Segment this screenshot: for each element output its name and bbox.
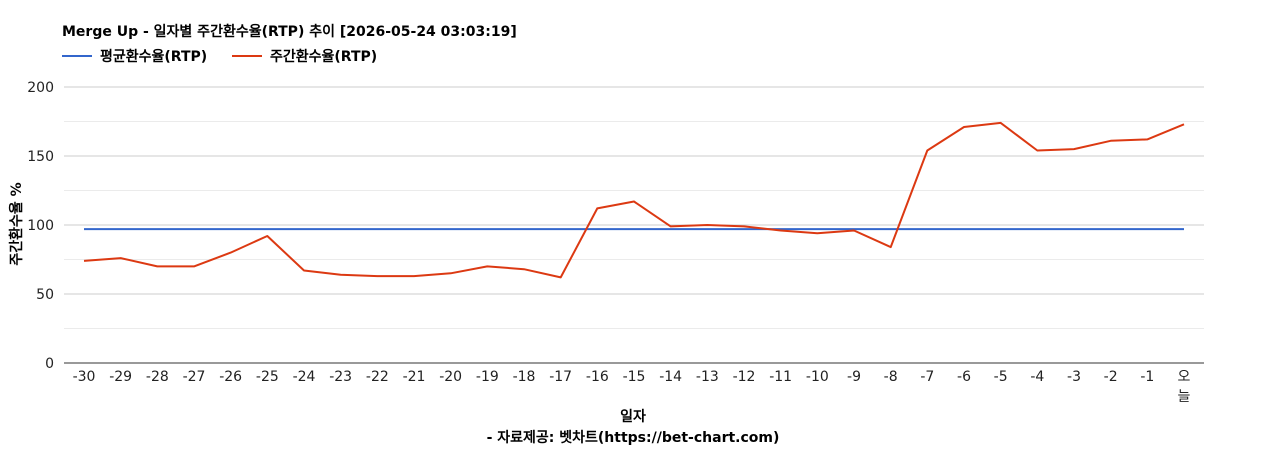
y-tick-label: 150 — [27, 149, 54, 165]
x-tick-label: -28 — [146, 369, 169, 385]
chart-title: Merge Up - 일자별 주간환수율(RTP) 추이 [2026-05-24… — [62, 23, 517, 40]
x-tick-label: -6 — [957, 369, 971, 385]
x-tick-label: -18 — [513, 369, 536, 385]
x-tick-label: -14 — [659, 369, 682, 385]
x-axis-title: 일자 — [620, 409, 646, 425]
x-tick-label: -12 — [733, 369, 756, 385]
x-tick-label: -19 — [476, 369, 499, 385]
y-tick-label: 50 — [36, 287, 54, 303]
y-axis-title: 주간환수율 % — [8, 182, 25, 265]
gridlines — [64, 86, 1204, 329]
x-tick-label: -2 — [1104, 369, 1118, 385]
x-tick-label: -3 — [1067, 369, 1081, 385]
x-tick-label: -29 — [109, 369, 132, 385]
x-tick-label: -25 — [256, 369, 279, 385]
x-tick-label: -10 — [806, 369, 829, 385]
x-tick-label: -21 — [403, 369, 426, 385]
y-tick-label: 0 — [45, 356, 54, 372]
legend: 평균환수율(RTP) 주간환수율(RTP) — [62, 48, 377, 65]
legend-label: 주간환수율(RTP) — [270, 48, 377, 65]
x-tick-label: -13 — [696, 369, 719, 385]
x-tick-label: -23 — [329, 369, 352, 385]
y-tick-label: 100 — [27, 218, 54, 234]
x-tick-label: -15 — [623, 369, 646, 385]
series-group — [83, 121, 1185, 279]
x-tick-label: -24 — [293, 369, 316, 385]
x-tick-label: -26 — [219, 369, 242, 385]
x-axis-ticks: -30 -29 -28 -27 -26 -25 -24 -23 -22 -21 -20 -19 -18-… — [73, 369, 1191, 405]
x-tick-label: -8 — [884, 369, 898, 385]
x-tick-label: -9 — [847, 369, 861, 385]
x-tick-label: -4 — [1030, 369, 1044, 385]
x-tick-label: -5 — [994, 369, 1008, 385]
x-tick-label: -16 — [586, 369, 609, 385]
x-tick-label: -20 — [439, 369, 462, 385]
x-tick-label: -7 — [920, 369, 934, 385]
source-footer: - 자료제공: 벳차트(https://bet-chart.com) — [487, 429, 780, 446]
x-tick-label: -22 — [366, 369, 389, 385]
legend-label: 평균환수율(RTP) — [100, 48, 207, 65]
x-tick-label: -30 — [73, 369, 96, 385]
x-tick-label: -1 — [1140, 369, 1154, 385]
y-tick-label: 200 — [27, 80, 54, 96]
x-tick-label: -27 — [183, 369, 206, 385]
x-tick-label: -11 — [769, 369, 792, 385]
series-line-weekly-rtp — [83, 121, 1185, 279]
x-tick-label: -17 — [549, 369, 572, 385]
y-axis-ticks: 0 50 100 150 200 — [27, 80, 54, 372]
